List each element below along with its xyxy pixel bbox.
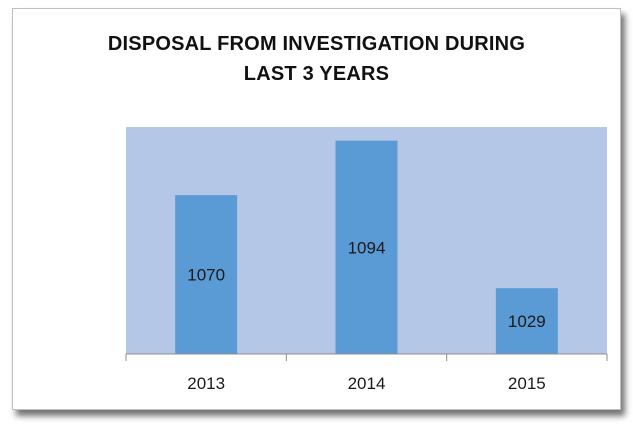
x-axis <box>125 353 608 361</box>
x-tick-label-2015: 2015 <box>508 374 546 393</box>
chart-frame: DISPOSAL FROM INVESTIGATION DURING LAST … <box>12 8 621 410</box>
data-label-2014: 1094 <box>348 238 386 257</box>
bar-group <box>175 140 558 354</box>
chart-title-line-1: DISPOSAL FROM INVESTIGATION DURING <box>107 33 526 55</box>
bar-2015 <box>495 288 558 354</box>
chart-title: DISPOSAL FROM INVESTIGATION DURING LAST … <box>13 29 620 89</box>
data-label-2013: 1070 <box>187 266 225 285</box>
x-tick-label-2013: 2013 <box>187 374 225 393</box>
bar-2014 <box>335 140 398 354</box>
data-label-2015: 1029 <box>508 312 546 331</box>
chart-title-line-2: LAST 3 YEARS <box>243 63 390 85</box>
bar-chart: 1070 2013 1094 2014 1029 2015 <box>125 127 608 393</box>
bar-2013 <box>175 195 238 354</box>
label-group: 1070 2013 1094 2014 1029 2015 <box>187 238 545 393</box>
x-tick-label-2014: 2014 <box>348 374 386 393</box>
